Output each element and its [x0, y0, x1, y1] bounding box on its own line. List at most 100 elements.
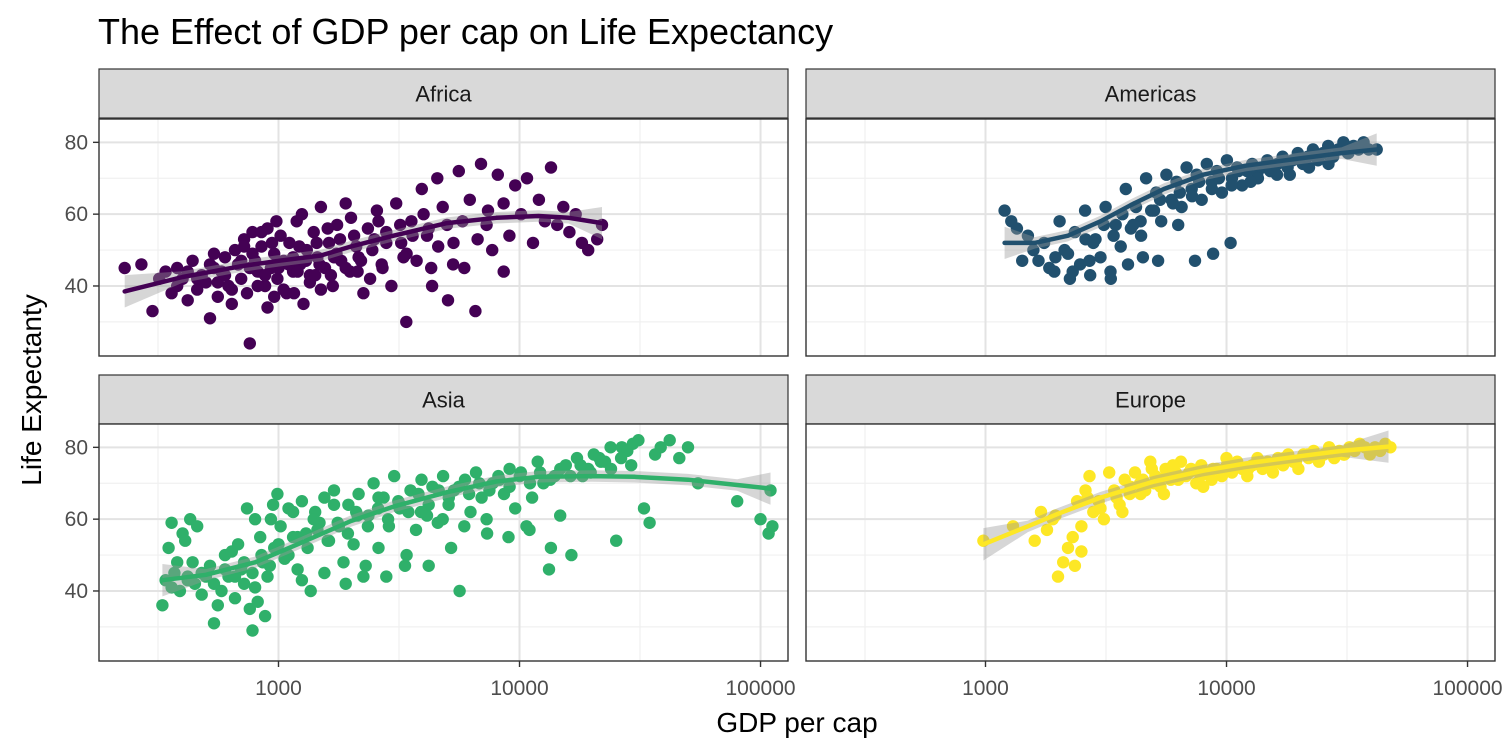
- panel-border-africa: [98, 118, 789, 357]
- data-point: [291, 563, 304, 576]
- data-point: [361, 222, 375, 235]
- data-point: [271, 272, 284, 285]
- data-point: [309, 269, 322, 282]
- data-point: [1215, 186, 1229, 199]
- data-point: [1224, 236, 1237, 250]
- data-point: [731, 495, 744, 508]
- data-point: [179, 534, 192, 547]
- data-point: [1212, 172, 1226, 185]
- facet-europe: Europe 1000 10000 100000: [805, 374, 1503, 700]
- data-point: [1134, 487, 1147, 501]
- x-tick-label: 1000: [962, 677, 1009, 700]
- data-point: [1087, 236, 1100, 250]
- points-asia: [156, 434, 779, 637]
- data-point: [326, 279, 339, 293]
- data-point: [333, 233, 347, 246]
- data-point: [503, 480, 516, 493]
- data-point: [341, 527, 355, 540]
- data-point: [307, 513, 320, 526]
- data-point: [1244, 175, 1257, 188]
- data-point: [509, 179, 522, 192]
- data-point: [1166, 197, 1180, 210]
- data-point: [1099, 200, 1112, 214]
- data-point: [754, 513, 767, 526]
- data-point: [503, 462, 516, 476]
- facet-africa: Africa 40 60 80: [65, 68, 789, 357]
- data-point: [397, 251, 410, 264]
- smooth-line-asia: [160, 473, 773, 583]
- data-point: [261, 301, 274, 314]
- data-point: [1172, 218, 1185, 232]
- data-point: [614, 451, 628, 465]
- data-point: [228, 592, 242, 605]
- data-point: [452, 164, 465, 178]
- data-point: [441, 294, 455, 307]
- data-point: [523, 523, 536, 537]
- data-point: [469, 466, 483, 479]
- data-point: [203, 312, 217, 325]
- data-point: [248, 581, 262, 594]
- data-point: [544, 541, 558, 555]
- data-point: [1173, 186, 1187, 199]
- data-point: [1283, 168, 1297, 181]
- data-point: [1127, 218, 1140, 232]
- data-point: [1057, 556, 1070, 569]
- data-point: [258, 269, 272, 282]
- data-point: [425, 261, 438, 275]
- data-point: [270, 215, 283, 228]
- panels-layer: Africa 40 60 80 Americas Asia 40 60 80 1000 10000 1…: [65, 68, 1503, 700]
- data-point: [243, 337, 256, 350]
- data-point: [1104, 265, 1117, 278]
- data-point: [1197, 480, 1210, 493]
- x-tick-label: 10000: [490, 677, 548, 700]
- data-point: [1114, 240, 1127, 253]
- data-point: [591, 233, 604, 246]
- data-point: [1032, 254, 1045, 267]
- data-point: [1061, 247, 1075, 260]
- data-point: [156, 599, 169, 612]
- data-point: [1205, 182, 1219, 196]
- confidence-band-europe: [983, 430, 1389, 561]
- data-point: [277, 283, 290, 296]
- data-point: [1094, 502, 1107, 515]
- data-point: [447, 236, 460, 250]
- data-point: [509, 502, 522, 515]
- facet-americas: Americas: [805, 68, 1496, 357]
- data-point: [542, 563, 556, 576]
- data-point: [240, 287, 254, 300]
- data-point: [327, 498, 341, 511]
- data-point: [283, 236, 296, 250]
- facet-strip-africa: [98, 68, 789, 119]
- data-point: [314, 283, 328, 296]
- data-point: [318, 566, 331, 580]
- data-point: [211, 290, 224, 303]
- data-point: [1068, 559, 1082, 572]
- data-point: [525, 491, 539, 504]
- data-point: [171, 261, 184, 275]
- data-point: [1075, 545, 1088, 558]
- y-axis-title: Life Expectanty: [16, 294, 47, 485]
- data-point: [191, 520, 204, 533]
- data-point: [398, 559, 412, 572]
- data-point: [1188, 254, 1202, 267]
- data-point: [357, 570, 370, 583]
- facet-strip-europe: [805, 374, 1496, 425]
- data-point: [1066, 530, 1079, 544]
- data-point: [531, 455, 544, 468]
- data-point: [474, 157, 488, 171]
- data-point: [367, 477, 380, 490]
- facet-strip-americas: [805, 68, 1496, 119]
- data-point: [1061, 541, 1075, 555]
- x-tick-label: 100000: [1432, 677, 1502, 700]
- data-point: [295, 208, 309, 221]
- data-point: [998, 204, 1011, 217]
- data-point: [171, 556, 184, 569]
- y-tick-label: 80: [65, 436, 88, 459]
- data-point: [344, 211, 358, 224]
- data-point: [503, 229, 516, 242]
- data-point: [246, 624, 259, 637]
- data-point: [246, 566, 259, 580]
- data-point: [255, 240, 268, 253]
- data-point: [422, 559, 435, 572]
- data-point: [186, 254, 199, 267]
